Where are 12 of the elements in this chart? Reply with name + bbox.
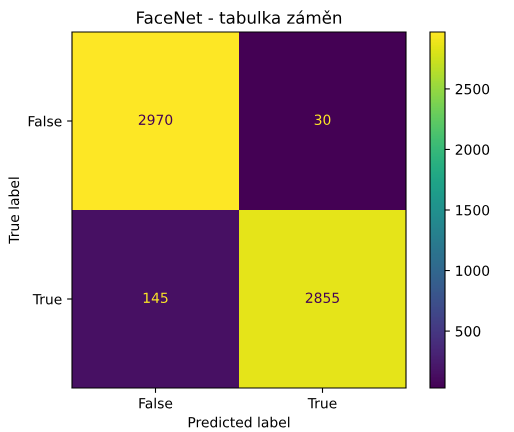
- y-axis-title: True label: [8, 178, 20, 244]
- x-axis-title: Predicted label: [188, 416, 290, 428]
- color-bar-label: 1000: [456, 266, 490, 276]
- color-bar-label: 1500: [456, 204, 490, 216]
- color-bar-label: 500: [456, 326, 480, 337]
- data-label: 30: [314, 114, 330, 126]
- color-bar-label: 2500: [456, 84, 490, 94]
- chart-title: FaceNet - tabulka záměn: [137, 10, 342, 24]
- data-label: 145: [144, 292, 168, 304]
- color-bar-label: 2000: [456, 144, 490, 155]
- data-label: 2855: [306, 292, 339, 304]
- data-label: 2970: [138, 114, 172, 126]
